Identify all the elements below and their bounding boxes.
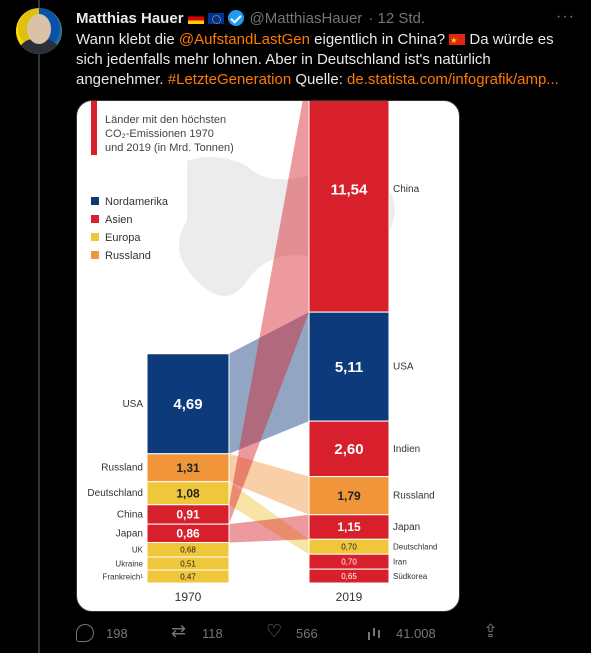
reply-count: 198 <box>106 625 128 641</box>
avatar[interactable] <box>16 8 62 54</box>
data-label: 5,11 <box>335 359 363 376</box>
co2-chart: Länder mit den höchsten CO₂-Emissionen 19… <box>87 101 437 604</box>
flow-russland <box>229 453 309 515</box>
country-label: Japan <box>116 528 143 539</box>
country-label: Südkorea <box>393 572 428 581</box>
tweet-time[interactable]: · 12 Std. <box>368 9 426 27</box>
data-label: 1,31 <box>176 461 200 475</box>
data-label: 0,86 <box>176 527 200 541</box>
bar-segment <box>308 420 390 478</box>
retweet-count: 118 <box>202 625 223 641</box>
data-label: 0,65 <box>341 572 357 581</box>
legend-swatch <box>91 233 99 241</box>
share-button[interactable] <box>482 621 512 642</box>
thread-line <box>38 0 40 653</box>
legend-label: Russland <box>105 250 151 262</box>
country-label: China <box>393 184 420 195</box>
legend-swatch <box>91 197 99 205</box>
title-accent-bar <box>91 101 97 155</box>
tweet-text: Wann klebt die @AufstandLastGen eigentli… <box>76 30 576 90</box>
views-count: 41.008 <box>396 625 436 641</box>
heart-icon <box>266 621 284 642</box>
bar-segment <box>308 101 390 313</box>
country-label: USA <box>393 362 414 373</box>
views-button[interactable]: 41.008 <box>366 624 436 642</box>
data-label: 2,60 <box>334 441 363 458</box>
chart-title-line: und 2019 (in Mrd. Tonnen) <box>105 142 234 154</box>
like-button[interactable]: 566 <box>266 621 318 642</box>
country-label: Russland <box>393 491 435 502</box>
country-label: Iran <box>393 558 407 567</box>
country-label: Deutschland <box>87 488 143 499</box>
eu-flag-icon <box>207 12 224 24</box>
country-label: Russland <box>101 463 143 474</box>
avatar-face <box>27 14 51 44</box>
retweet-icon <box>171 621 190 642</box>
author-name[interactable]: Matthias Hauer <box>76 9 184 27</box>
x-tick-label: 2019 <box>336 590 363 604</box>
data-label: 1,08 <box>176 486 200 500</box>
legend-label: Nordamerika <box>105 196 169 208</box>
country-label: Frankreich¹ <box>103 573 144 582</box>
reply-button[interactable]: 198 <box>76 624 128 642</box>
flow-japan <box>229 514 309 543</box>
more-options-icon[interactable]: ··· <box>556 8 575 25</box>
flow-china <box>229 101 309 525</box>
bar-segment <box>308 311 390 422</box>
china-flag-icon <box>449 31 466 51</box>
chart-title-line: Länder mit den höchsten <box>105 114 226 126</box>
like-count: 566 <box>296 625 318 641</box>
tweet-media-chart[interactable]: Länder mit den höchsten CO₂-Emissionen 19… <box>76 100 460 612</box>
legend-label: Asien <box>105 214 133 226</box>
bar-segment <box>308 568 390 584</box>
data-label: 0,51 <box>180 559 196 568</box>
reply-icon <box>76 624 94 642</box>
flow-usa <box>229 312 309 454</box>
country-label: Indien <box>393 444 420 455</box>
data-label: 0,70 <box>341 557 357 566</box>
views-chart-icon <box>366 624 384 642</box>
legend-swatch <box>91 251 99 259</box>
verified-badge-icon[interactable] <box>227 10 244 26</box>
tweet-actions: 198 118 566 41.008 <box>76 621 506 646</box>
chart-title-line: CO₂-Emissionen 1970 <box>105 128 214 140</box>
retweet-button[interactable]: 118 <box>171 621 223 642</box>
x-tick-label: 1970 <box>175 590 202 604</box>
country-label: Japan <box>393 522 420 533</box>
tweet-header: Matthias Hauer @MatthiasHauer · 12 Std. … <box>76 8 575 28</box>
german-flag-icon <box>187 12 204 24</box>
data-label: 11,54 <box>331 181 368 198</box>
tweet-text-part: eigentlich in China? <box>309 31 450 48</box>
tweet-text-part: Quelle: <box>291 71 348 88</box>
country-label: UK <box>132 546 144 555</box>
data-label: 0,47 <box>180 572 196 581</box>
bar-segment <box>308 476 390 516</box>
mention-link[interactable]: @AufstandLastGen <box>178 31 310 48</box>
tweet-text-part: Da würde es sich jedenfalls mehr lohnen.… <box>76 31 554 88</box>
data-label: 4,69 <box>173 396 202 413</box>
country-label: China <box>117 509 144 520</box>
data-label: 1,15 <box>337 520 361 534</box>
bar-segment <box>146 569 230 584</box>
tweet-text-part: Wann klebt die <box>76 31 179 48</box>
country-label: Ukraine <box>115 560 143 569</box>
bar-segment <box>308 514 390 540</box>
data-label: 0,68 <box>180 546 196 555</box>
data-label: 0,70 <box>341 543 357 552</box>
legend-swatch <box>91 215 99 223</box>
bar-segment <box>146 453 230 483</box>
share-icon <box>482 621 500 642</box>
author-handle[interactable]: @MatthiasHauer <box>249 9 363 27</box>
data-label: 1,79 <box>337 489 361 503</box>
legend-label: Europa <box>105 232 141 244</box>
source-link[interactable]: de.statista.com/infografik/amp... <box>347 71 559 88</box>
country-label: USA <box>122 399 143 410</box>
avatar-suit <box>20 38 58 54</box>
hashtag-link[interactable]: #LetzteGeneration <box>167 71 292 88</box>
data-label: 0,91 <box>176 508 200 522</box>
country-label: Deutschland <box>393 543 437 552</box>
flow-deutschland <box>229 481 309 555</box>
